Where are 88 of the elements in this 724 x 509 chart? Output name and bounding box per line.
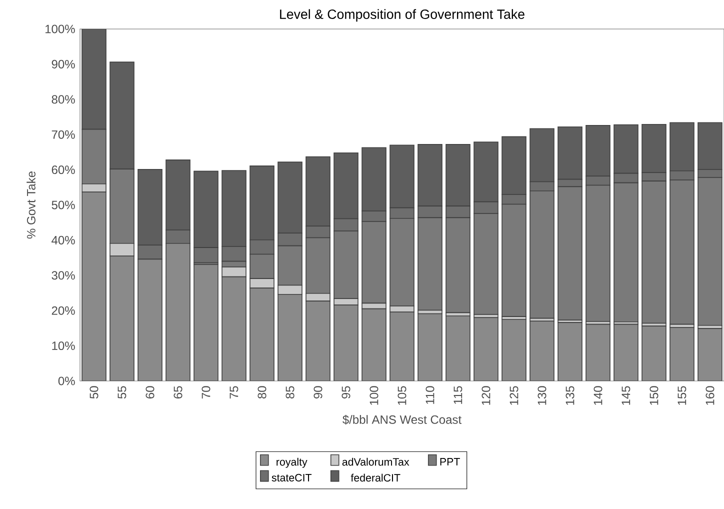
x-tick-label: 100 — [370, 386, 378, 405]
bar — [502, 319, 526, 381]
bar — [278, 162, 302, 234]
bar — [334, 304, 358, 381]
x-tick-label: 65 — [174, 386, 182, 398]
bar — [138, 259, 162, 381]
bar — [642, 326, 666, 381]
bar — [138, 169, 162, 246]
y-tick-label: 70% — [52, 130, 75, 139]
bar — [614, 324, 638, 381]
legend-label: royalty — [276, 458, 308, 468]
bar — [222, 276, 246, 381]
y-tick-label: 60% — [52, 166, 75, 174]
x-tick-label: 110 — [426, 386, 434, 404]
bar — [110, 256, 134, 381]
x-axis-title: $/bbl ANS West Coast — [342, 414, 462, 425]
chart-title: Level & Composition of Government Take — [280, 9, 524, 22]
bar — [306, 301, 330, 381]
bar — [194, 170, 218, 248]
bar — [390, 312, 414, 381]
bar — [418, 144, 442, 206]
x-tick-label: 55 — [118, 386, 126, 399]
bar — [502, 136, 526, 195]
bar — [698, 122, 722, 170]
x-tick-label: 80 — [258, 386, 266, 399]
x-tick-label: 95 — [342, 386, 350, 398]
y-tick-label: 30% — [52, 271, 75, 280]
bar — [390, 144, 414, 208]
bar — [698, 328, 722, 381]
bar — [306, 156, 330, 227]
x-tick-label: 85 — [286, 386, 294, 399]
bar — [558, 322, 582, 381]
x-tick-label: 105 — [398, 386, 406, 405]
x-tick-label: 75 — [230, 386, 238, 398]
y-tick-label: 100% — [46, 24, 75, 34]
x-tick-label: 90 — [314, 386, 322, 398]
x-tick-label: 70 — [202, 386, 210, 398]
bar — [474, 142, 498, 202]
bar — [250, 166, 274, 240]
y-tick-label: 20% — [52, 306, 75, 315]
legend-label: federalCIT — [350, 474, 400, 482]
legend-label: PPT — [440, 458, 460, 466]
bar — [250, 288, 274, 381]
bar — [222, 170, 246, 247]
bar — [642, 124, 666, 174]
bar — [530, 128, 554, 182]
y-axis-title: % Govt Take — [26, 172, 36, 239]
bar — [586, 324, 610, 381]
x-tick-label: 160 — [706, 386, 714, 405]
x-tick-label: 145 — [622, 386, 630, 405]
y-tick-label: 90% — [52, 60, 75, 68]
bar — [418, 314, 442, 381]
x-tick-label: 50 — [90, 386, 98, 399]
y-tick-label: 80% — [52, 95, 75, 104]
bar — [586, 125, 610, 177]
bar — [362, 147, 386, 212]
bar — [278, 294, 302, 381]
bar — [446, 144, 470, 206]
x-tick-label: 150 — [650, 386, 658, 405]
bar — [670, 122, 694, 172]
x-tick-label: 130 — [538, 386, 546, 405]
x-tick-label: 140 — [594, 386, 602, 405]
x-tick-label: 155 — [678, 386, 686, 405]
bar — [362, 308, 386, 381]
x-tick-label: 120 — [482, 386, 490, 405]
bar — [194, 264, 218, 381]
y-tick-label: 50% — [52, 200, 75, 210]
y-tick-label: 10% — [52, 342, 75, 350]
y-tick-label: 40% — [52, 236, 75, 244]
x-tick-label: 125 — [510, 386, 518, 405]
bar — [558, 126, 582, 180]
legend-label: adValorumTax — [342, 458, 410, 466]
x-tick-label: 135 — [566, 386, 574, 405]
bar — [166, 160, 190, 230]
bar — [110, 62, 134, 170]
bar — [530, 321, 554, 381]
y-tick-label: 0% — [58, 376, 75, 386]
bar — [82, 192, 106, 381]
bar — [334, 152, 358, 220]
bar — [670, 327, 694, 381]
x-tick-label: 60 — [146, 386, 154, 398]
x-tick-label: 115 — [454, 386, 462, 404]
bar — [614, 124, 638, 174]
bar — [446, 316, 470, 381]
bar — [166, 230, 190, 244]
legend-label: stateCIT — [272, 474, 312, 482]
bar — [166, 243, 190, 381]
bar — [474, 318, 498, 381]
